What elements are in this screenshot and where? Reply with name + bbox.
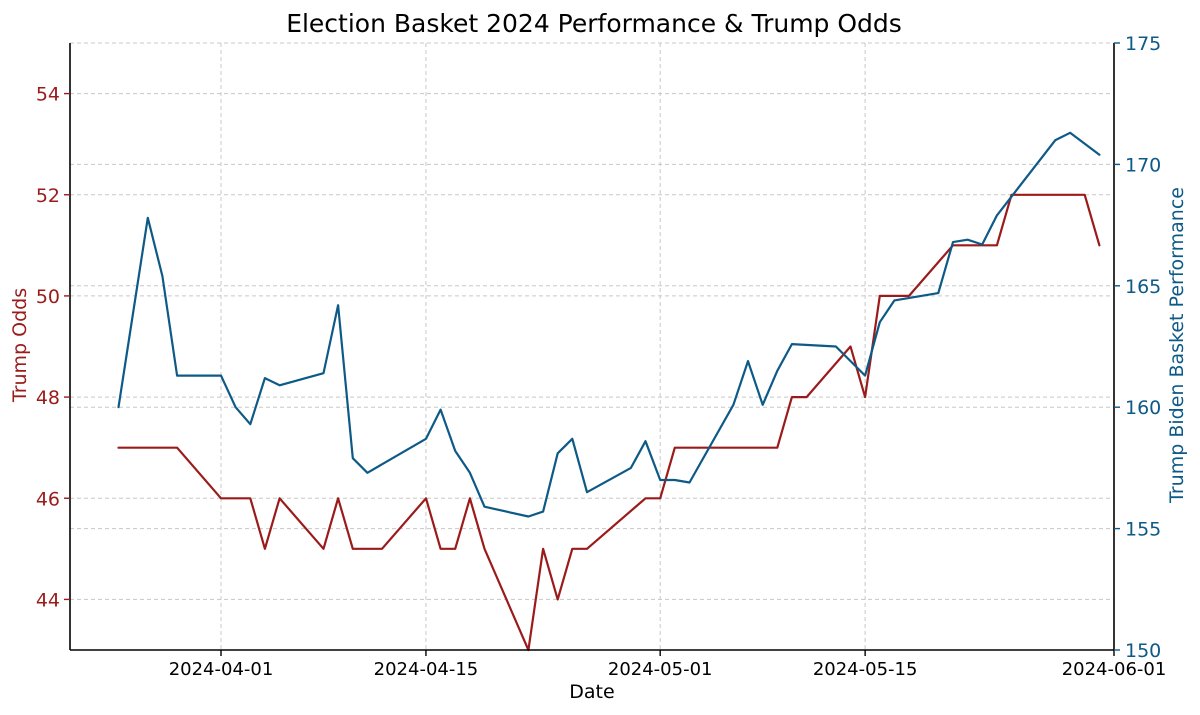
axes: 2024-04-01 2024-04-15 2024-05-01 2024-05-15… [36, 33, 1166, 680]
right-tick-label: 170 [1125, 154, 1161, 176]
left-tick-label: 48 [36, 387, 60, 409]
x-tick-label: 2024-04-15 [374, 659, 479, 680]
left-tick-label: 44 [36, 589, 60, 611]
right-tick-label: 155 [1125, 519, 1161, 541]
x-axis-label: Date [569, 681, 614, 703]
trump-odds-line [117, 193, 1101, 652]
right-axis-label: Trump Biden Basket Performance [1166, 187, 1188, 504]
basket-performance-line [117, 131, 1101, 518]
x-tick-label: 2024-06-01 [1062, 659, 1167, 680]
left-axis-label: Trump Odds [9, 288, 31, 403]
right-tick-label: 150 [1125, 640, 1161, 662]
left-tick-label: 52 [36, 185, 60, 207]
series-layer [117, 131, 1101, 652]
left-tick-label: 54 [36, 84, 60, 106]
x-tick-label: 2024-04-01 [169, 659, 274, 680]
x-tick-label: 2024-05-01 [608, 659, 713, 680]
x-tick-label: 2024-05-15 [813, 659, 918, 680]
right-tick-label: 175 [1125, 33, 1161, 55]
right-tick-label: 160 [1125, 397, 1161, 419]
grid [70, 42, 1115, 651]
chart-title: Election Basket 2024 Performance & Trump… [286, 9, 902, 38]
left-tick-label: 50 [36, 286, 60, 308]
right-tick-label: 165 [1125, 276, 1161, 298]
left-tick-label: 46 [36, 488, 60, 510]
